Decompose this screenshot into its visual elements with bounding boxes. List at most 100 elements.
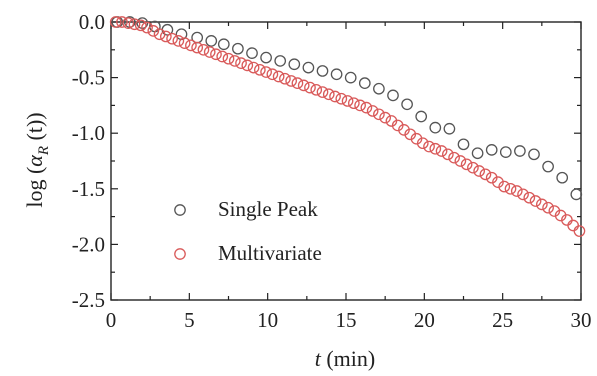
data-point (134, 19, 147, 32)
x-tick-label: 20 (414, 308, 435, 332)
data-point (159, 30, 172, 43)
y-axis-prefix: log ( (22, 167, 47, 208)
x-axis-unit: (min) (321, 346, 375, 371)
data-point (415, 110, 428, 123)
data-point (279, 72, 291, 85)
data-point (448, 151, 460, 164)
y-axis-subscript: R (36, 146, 52, 156)
data-point (416, 137, 429, 150)
data-point (347, 97, 360, 110)
data-point (573, 225, 586, 237)
legend-marker (174, 204, 186, 216)
data-point (128, 18, 141, 31)
data-point (567, 219, 580, 232)
data-point (354, 99, 366, 112)
data-point (373, 82, 385, 95)
data-point (457, 138, 470, 151)
data-point (441, 148, 454, 161)
data-point (485, 144, 498, 156)
data-point (205, 35, 218, 47)
data-point (210, 48, 222, 61)
data-point (529, 195, 542, 207)
y-axis-label: log (αR (t)) (22, 112, 52, 207)
data-point (528, 148, 540, 161)
data-point (523, 191, 536, 204)
data-point (460, 158, 473, 171)
data-point (366, 105, 379, 117)
data-point (246, 47, 258, 59)
data-point (387, 89, 399, 102)
data-point (272, 70, 285, 83)
data-point (373, 108, 385, 121)
data-point (191, 41, 204, 54)
data-point (260, 51, 272, 64)
data-point (172, 35, 185, 47)
data-point (232, 42, 244, 55)
data-point (499, 146, 512, 158)
x-axis-variable: t (315, 346, 322, 371)
data-point (514, 145, 526, 157)
data-point (153, 28, 166, 41)
data-point (274, 55, 287, 67)
data-point (310, 83, 323, 96)
data-point (454, 155, 467, 167)
data-point (291, 77, 304, 90)
data-point (316, 86, 329, 98)
data-point (109, 16, 122, 28)
data-point (217, 38, 230, 51)
data-point (429, 142, 442, 155)
data-point (479, 168, 492, 181)
data-point (379, 111, 392, 124)
data-point (542, 201, 554, 214)
data-point (203, 46, 216, 58)
data-point (498, 180, 511, 193)
data-point (222, 52, 235, 65)
x-tick-label: 10 (257, 308, 278, 332)
data-point (341, 95, 354, 107)
data-point (471, 147, 484, 160)
y-axis-variable: α (22, 155, 47, 167)
y-tick-label: -2.5 (72, 288, 105, 312)
data-point (358, 77, 371, 90)
data-point (216, 50, 229, 63)
data-point (260, 66, 272, 78)
data-point (241, 59, 254, 72)
x-tick-label: 25 (492, 308, 513, 332)
data-point (335, 92, 348, 105)
data-point (302, 61, 315, 74)
x-tick-label: 15 (336, 308, 357, 332)
data-point (322, 88, 335, 101)
data-point (360, 101, 373, 114)
data-point (435, 145, 448, 157)
data-point (185, 39, 197, 52)
series-2-points (109, 16, 586, 237)
data-point (344, 71, 357, 84)
y-tick-label: -1.0 (72, 121, 105, 145)
data-point (116, 16, 128, 28)
y-tick-label: -1.5 (72, 177, 105, 201)
data-point (535, 198, 548, 211)
data-point (316, 65, 329, 77)
data-point (401, 98, 413, 111)
data-point (178, 37, 191, 49)
data-point (147, 25, 160, 37)
data-point (235, 57, 247, 69)
legend-label: Single Peak (218, 197, 318, 221)
y-tick-label: -0.5 (72, 66, 105, 90)
data-point (285, 75, 298, 87)
data-point (467, 161, 479, 174)
data-point (504, 182, 517, 195)
x-tick-label: 5 (184, 308, 195, 332)
data-point (141, 21, 153, 34)
x-tick-label: 0 (106, 308, 117, 332)
data-point (304, 81, 316, 94)
data-point (247, 61, 260, 74)
data-point (228, 55, 241, 67)
data-point (122, 17, 135, 29)
y-tick-label: 0.0 (79, 10, 105, 34)
data-point (253, 63, 266, 76)
data-point (570, 188, 583, 201)
data-point (266, 68, 279, 81)
data-point (517, 188, 529, 201)
x-axis-label: t (min) (315, 346, 376, 371)
